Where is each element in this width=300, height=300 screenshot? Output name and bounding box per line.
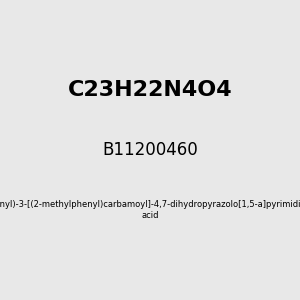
Text: C23H22N4O4: C23H22N4O4 (68, 80, 232, 100)
Text: 7-(2-Ethoxyphenyl)-3-[(2-methylphenyl)carbamoyl]-4,7-dihydropyrazolo[1,5-a]pyrim: 7-(2-Ethoxyphenyl)-3-[(2-methylphenyl)ca… (0, 200, 300, 220)
Text: B11200460: B11200460 (102, 141, 198, 159)
